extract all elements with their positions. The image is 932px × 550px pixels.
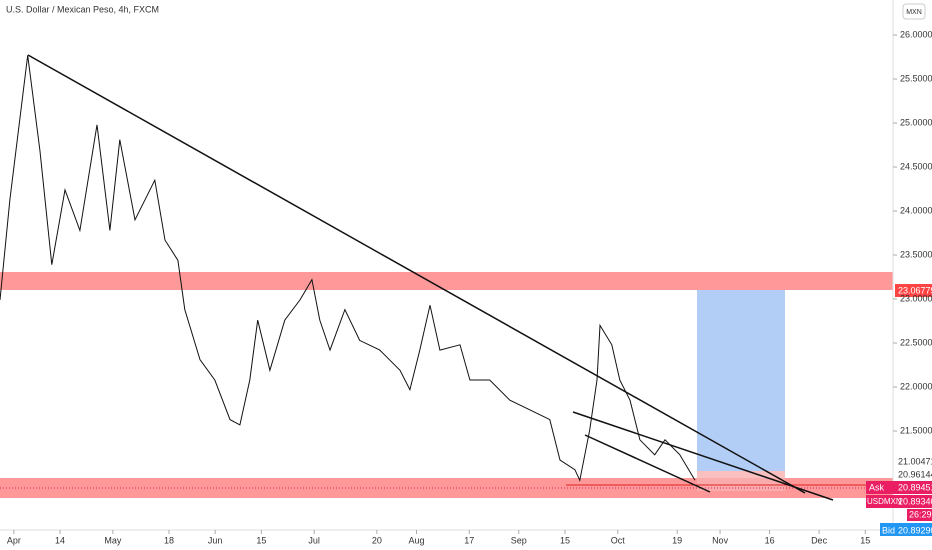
x-tick-label: Aug (408, 535, 424, 545)
x-tick-label: Jul (308, 535, 320, 545)
x-tick-label: Dec (811, 535, 828, 545)
price-line (0, 55, 696, 482)
y-tick-label: 24.00000 (900, 205, 932, 215)
bid-tag: 20.89290 (898, 525, 932, 535)
x-tick-label: 16 (765, 535, 775, 545)
x-tick-label: 15 (256, 535, 266, 545)
y-tick-label: 21.50000 (900, 425, 932, 435)
y-tick-label: 23.00000 (900, 293, 932, 303)
x-tick-label: Apr (7, 535, 21, 545)
currency-badge[interactable] (902, 3, 926, 20)
y-tick-label: 22.50000 (900, 337, 932, 347)
x-tick-label: Nov (712, 535, 729, 545)
target-tag: 23.06779 (898, 285, 932, 295)
tag-bg (907, 509, 932, 521)
x-tick-label: Jun (208, 535, 223, 545)
y-tick-label: 25.00000 (900, 117, 932, 127)
tag-bg (895, 284, 932, 297)
y-tick-label: 26.00000 (900, 29, 932, 39)
x-tick-label: 20 (372, 535, 382, 545)
ask-tag: 20.89451 (898, 482, 932, 492)
symbol-tag: USDMXN (867, 497, 902, 506)
tag-bg (866, 495, 932, 508)
trendline (27, 54, 806, 494)
x-tick-label: May (104, 535, 122, 545)
tag-bg (880, 523, 932, 536)
support-zone (0, 478, 893, 498)
y-tick-label: 24.50000 (900, 161, 932, 171)
y-tick-label: 22.00000 (900, 381, 932, 391)
trendline (584, 434, 711, 493)
x-tick-label: 18 (164, 535, 174, 545)
high-tag: 21.00471 (898, 456, 932, 466)
x-tick-label: Oct (611, 535, 626, 545)
bid-name: Bid (882, 525, 895, 535)
chart-title: U.S. Dollar / Mexican Peso, 4h, FXCM (6, 4, 159, 14)
countdown: 26:29 (909, 509, 932, 519)
x-tick-label: Sep (511, 535, 527, 545)
y-tick-label: 25.50000 (900, 73, 932, 83)
resistance-zone (0, 272, 893, 290)
x-tick-label: 17 (464, 535, 474, 545)
currency: MXN (906, 9, 922, 16)
x-tick-label: 15 (860, 535, 870, 545)
target-zone (697, 290, 785, 471)
x-tick-label: 15 (560, 535, 570, 545)
x-tick-label: 19 (672, 535, 682, 545)
x-tick-label: 14 (55, 535, 65, 545)
trendline (572, 411, 834, 501)
last-tag: 20.89340 (898, 496, 932, 506)
stop-tag: 20.96144 (898, 469, 932, 479)
tag-bg (866, 481, 932, 494)
y-tick-label: 23.50000 (900, 249, 932, 259)
ask-name: Ask (869, 482, 885, 492)
